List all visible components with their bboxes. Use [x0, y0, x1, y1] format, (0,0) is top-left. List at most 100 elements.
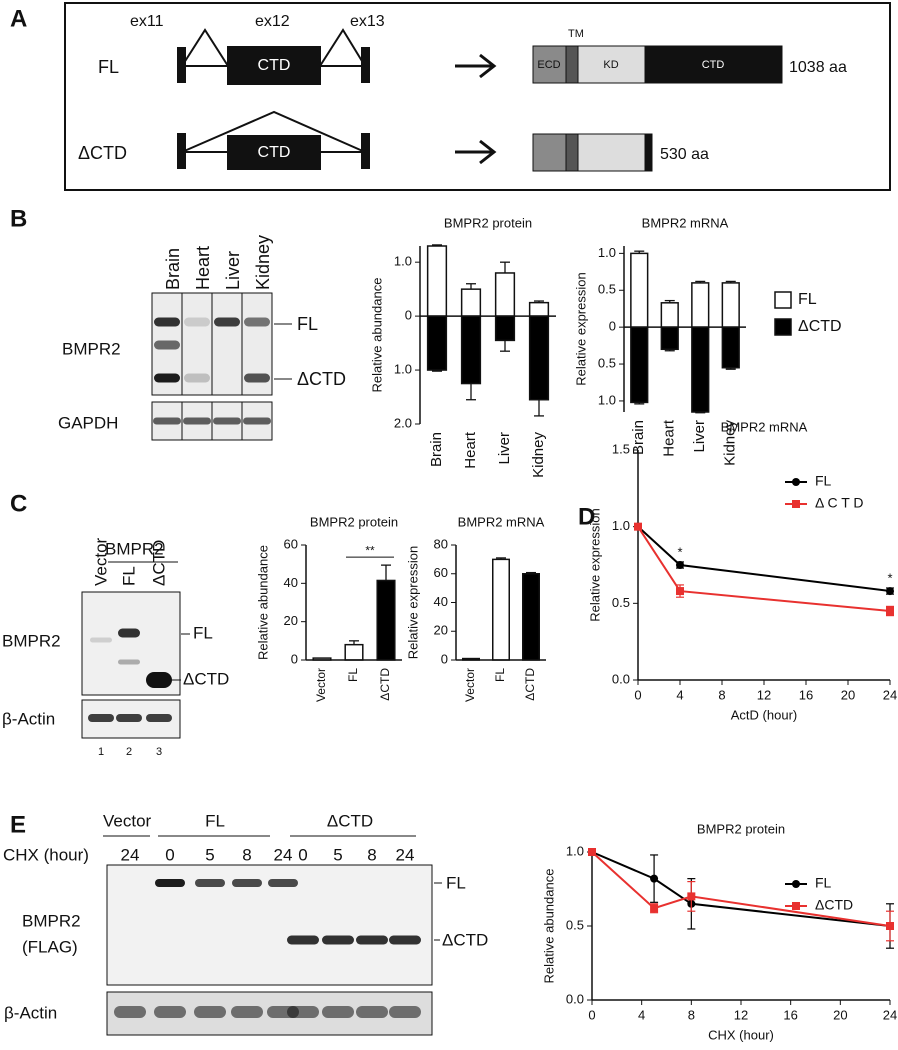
annotation: *: [887, 570, 892, 585]
chart-title: BMPR2 mRNA: [642, 215, 729, 230]
y-tick-label: 0: [609, 319, 616, 334]
length-label: 1038 aa: [789, 59, 847, 76]
group-header: FL: [205, 811, 225, 830]
panel-frame: [64, 2, 891, 191]
marker: [634, 522, 642, 531]
blot-band: [213, 417, 241, 425]
blot-band: [194, 1006, 226, 1018]
y-tick-label: 0.5: [598, 282, 616, 297]
y-tick-label: 0: [291, 651, 298, 666]
blot-band: [322, 935, 354, 945]
x-tick-label: Heart: [462, 431, 479, 469]
x-tick-label: 0: [634, 687, 641, 702]
blot-band: [153, 417, 181, 425]
y-axis-label: Relative abundance: [255, 545, 270, 660]
band-label: ΔCTD: [297, 369, 346, 389]
blot-band: [116, 714, 142, 722]
blot-band: [244, 373, 270, 383]
blot-band: [287, 935, 319, 945]
length-label: 530 aa: [660, 146, 709, 163]
band-label: FL: [446, 873, 466, 892]
y-axis-label: Relative expression: [573, 272, 588, 385]
y-tick-label: 2.0: [394, 415, 412, 430]
bar: [528, 301, 550, 317]
time-label: 24: [396, 845, 415, 864]
bar: [528, 315, 550, 401]
y-tick-label: 40: [284, 575, 298, 590]
blot-band: [118, 628, 140, 638]
x-tick-label: FL: [493, 668, 507, 682]
x-tick-label: Vector: [314, 668, 328, 702]
bar: [460, 315, 482, 385]
y-tick-label: 0: [441, 651, 448, 666]
marker: [650, 874, 659, 883]
x-axis-label: ActD (hour): [731, 707, 797, 722]
x-tick-label: 24: [883, 687, 897, 702]
x-tick-label: Heart: [661, 419, 678, 457]
lane-label: Vector: [91, 537, 110, 586]
panel-label: D: [578, 503, 595, 530]
y-tick-label: 20: [284, 613, 298, 628]
isoform-label: ΔCTD: [78, 143, 127, 163]
exon-label: ex12: [255, 13, 290, 30]
blot-band: [195, 879, 225, 887]
x-tick-label: 24: [883, 1007, 897, 1022]
bar: [492, 558, 510, 661]
bar: [494, 272, 516, 317]
time-label: 24: [121, 845, 140, 864]
time-label: 5: [205, 845, 214, 864]
panel-label: B: [10, 205, 27, 232]
exon-label: ex13: [350, 13, 385, 30]
legend-marker: [792, 902, 800, 910]
blot-band: [287, 1006, 319, 1018]
y-axis-label: Relative abundance: [541, 869, 556, 984]
lane-label: FL: [119, 566, 138, 586]
blot-band: [322, 1006, 354, 1018]
exon-name: CTD: [258, 57, 291, 74]
x-tick-label: 8: [718, 687, 725, 702]
y-tick-label: 0.5: [612, 595, 630, 610]
marker: [588, 848, 596, 856]
series-line: [637, 525, 891, 593]
time-label: 5: [333, 845, 342, 864]
blot-band: [214, 317, 240, 327]
legend-label: Δ C T D: [815, 495, 864, 511]
chart-title: BMPR2 protein: [310, 514, 398, 529]
bar: [522, 573, 540, 661]
time-label: 0: [298, 845, 307, 864]
y-tick-label: 0.5: [566, 917, 584, 932]
y-axis-label: Relative expression: [405, 546, 420, 659]
x-tick-label: 8: [688, 1007, 695, 1022]
group-header: Vector: [103, 811, 152, 830]
bar: [660, 326, 679, 351]
exon-label: ex11: [130, 13, 164, 30]
blot-band: [232, 879, 262, 887]
legend-marker: [792, 880, 800, 888]
blot-band: [154, 1006, 186, 1018]
blot-band: [244, 317, 270, 327]
band-label: ΔCTD: [442, 930, 488, 949]
panel-label: A: [10, 5, 27, 32]
blot: [81, 591, 181, 739]
blot-band: [154, 340, 180, 350]
legend-label: FL: [815, 875, 832, 891]
x-tick-label: Vector: [463, 668, 477, 702]
blot-band: [183, 417, 211, 425]
marker: [886, 587, 894, 596]
row-label: β-Actin: [2, 709, 55, 728]
x-tick-label: 16: [783, 1007, 797, 1022]
bar: [721, 326, 740, 369]
x-tick-label: 12: [734, 1007, 748, 1022]
row-label: BMPR2: [62, 339, 121, 358]
bar: [721, 282, 740, 328]
y-tick-label: 80: [434, 536, 448, 551]
row-label: BMPR2: [2, 631, 61, 650]
row-label: β-Actin: [4, 1003, 57, 1022]
isoform-label: FL: [98, 57, 119, 77]
y-axis-label: Relative abundance: [369, 278, 384, 393]
row-label: (FLAG): [22, 937, 78, 956]
blot-band: [356, 935, 388, 945]
blot-band: [154, 317, 180, 327]
chart-title: BMPR2 mRNA: [721, 419, 808, 434]
blot-membrane: [81, 591, 181, 696]
